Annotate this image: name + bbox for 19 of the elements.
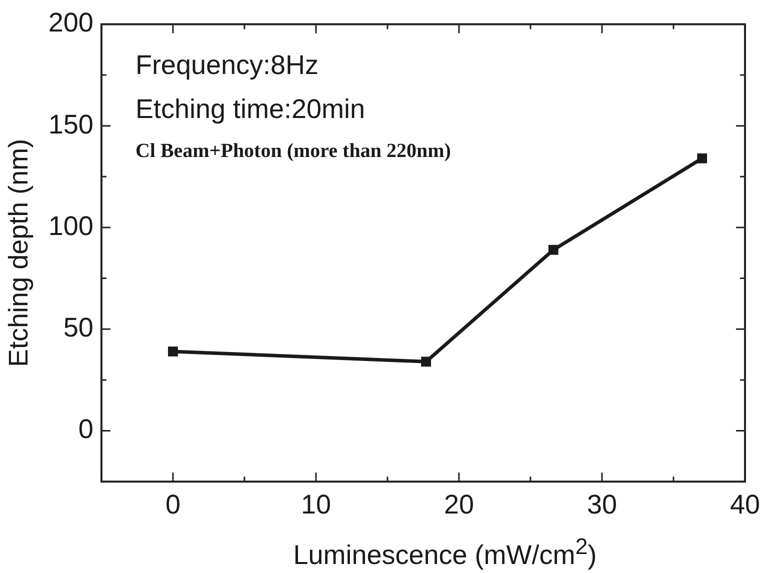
y-tick-label: 200 (48, 8, 94, 38)
y-axis-title: Etching depth (nm) (4, 138, 34, 367)
x-tick-label: 10 (300, 489, 331, 520)
annotation: Frequency:8Hz (135, 50, 319, 80)
point (548, 244, 558, 255)
annotation: Etching time:20min (135, 94, 366, 124)
annotation: Cl Beam+Photon (more than 220nm) (135, 140, 451, 162)
y-tick-label: 50 (63, 312, 94, 343)
x-tick-label: 30 (586, 489, 618, 520)
y-tick-label: 100 (48, 210, 94, 241)
y-tick-label: 0 (78, 414, 94, 444)
point (421, 356, 432, 367)
point (697, 153, 708, 164)
x-tick-label: 40 (730, 489, 760, 520)
x-axis-title: Luminescence (mW/cm$^{2}$) (292, 533, 598, 572)
x-tick-label: 20 (444, 489, 474, 520)
x-tick-label: 0 (165, 489, 180, 520)
y-tick-label: 150 (48, 109, 94, 140)
point (168, 346, 178, 356)
